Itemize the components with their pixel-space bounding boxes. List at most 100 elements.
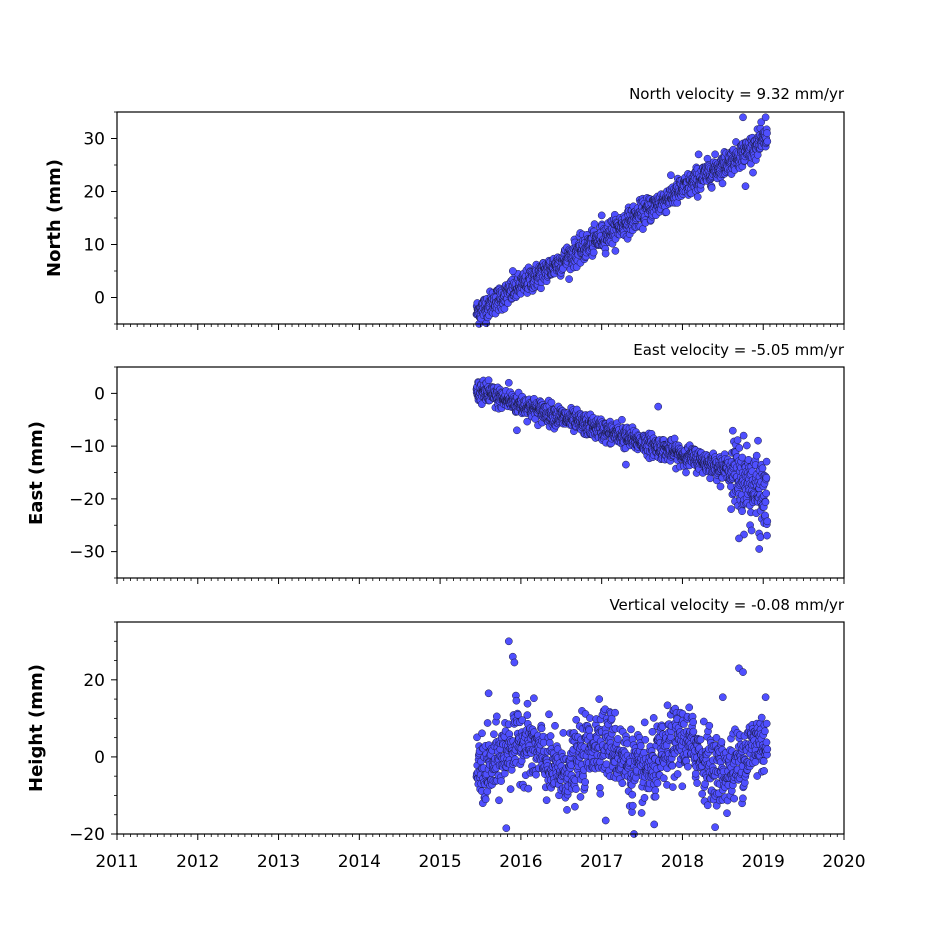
data-point [733,436,742,444]
data-point [597,211,606,220]
data-point [500,304,509,313]
data-point [653,779,662,787]
data-point [712,733,721,742]
data-point [601,249,610,258]
data-point [589,248,598,257]
data-point [551,721,559,730]
data-point [613,735,622,743]
y-tick-label: −10 [69,437,105,457]
north-data-points [472,113,772,328]
data-point [762,719,771,728]
data-point [500,769,509,778]
height-y-axis-label: Height (mm) [26,664,47,792]
data-point [523,417,532,426]
east-y-ticks: −30 −20 −10 0 [69,366,117,579]
east-velocity-title: East velocity = -5.05 mm/yr [633,341,845,359]
data-point [518,716,527,724]
height-panel: Vertical velocity = -0.08 mm/yr Height (… [26,596,866,872]
data-point [718,179,727,188]
data-point [628,790,637,799]
data-point [607,714,616,723]
x-tick-label: 2018 [661,852,704,872]
data-point [703,154,712,163]
data-point [754,436,762,445]
data-point [547,398,556,407]
data-point [735,444,744,452]
data-point [628,808,636,816]
data-point [693,779,701,787]
data-point [654,402,663,411]
data-point [670,434,679,443]
data-point [530,694,538,703]
data-point [757,118,766,126]
data-point [649,714,658,722]
north-y-ticks: 0 10 20 30 [83,111,117,325]
data-point [484,689,493,698]
data-point [707,184,716,192]
data-point [668,761,677,770]
y-tick-label: 20 [83,671,105,691]
data-point [761,693,770,702]
data-point [756,533,765,542]
data-point [481,795,490,804]
data-point [542,796,551,805]
data-point [506,785,515,793]
y-tick-label: −30 [69,543,105,563]
data-point [739,794,747,803]
data-point [508,267,517,275]
data-point [512,696,521,705]
data-point [595,695,604,703]
data-point [689,718,698,726]
data-point [739,431,748,440]
data-point [749,168,757,177]
data-point [698,790,707,798]
data-point [696,735,705,744]
data-point [735,534,743,543]
data-point [691,769,700,778]
data-point [581,778,590,786]
x-tick-label: 2011 [95,852,138,872]
data-point [640,718,649,727]
data-point [651,786,660,795]
data-point [640,793,649,802]
data-point [763,517,772,526]
data-point [513,426,521,435]
data-point [636,742,645,750]
height-data-points [472,637,772,838]
data-point [576,793,585,801]
data-point [668,783,677,791]
data-point [497,777,505,785]
data-point [757,713,766,722]
data-point [741,182,750,191]
data-point [473,733,481,742]
y-tick-label: 0 [94,384,105,404]
data-point [761,113,770,122]
data-point [659,774,668,783]
data-point [492,712,501,721]
data-point [611,247,620,255]
data-point [758,464,767,473]
data-point [739,668,747,676]
y-tick-label: 0 [94,748,105,768]
data-point [628,801,637,810]
data-point [537,724,546,733]
data-point [685,703,694,712]
y-tick-label: −20 [69,825,105,845]
height-x-ticks: 2011 2012 2013 2014 2015 2016 2017 2018 2019 2020 [95,834,866,872]
north-y-axis-label: North (mm) [44,159,65,277]
data-point [514,710,522,719]
data-point [622,460,630,469]
data-point [484,376,493,385]
data-point [723,809,731,818]
x-tick-label: 2012 [176,852,219,872]
data-point [504,378,513,387]
data-point [682,468,690,477]
y-tick-label: 30 [83,130,105,150]
data-point [502,824,511,833]
north-plot-frame [116,111,845,325]
height-plot-frame [116,621,845,835]
y-tick-label: 0 [94,289,105,309]
data-point [648,727,657,736]
data-point [618,779,627,788]
data-point [663,701,672,710]
